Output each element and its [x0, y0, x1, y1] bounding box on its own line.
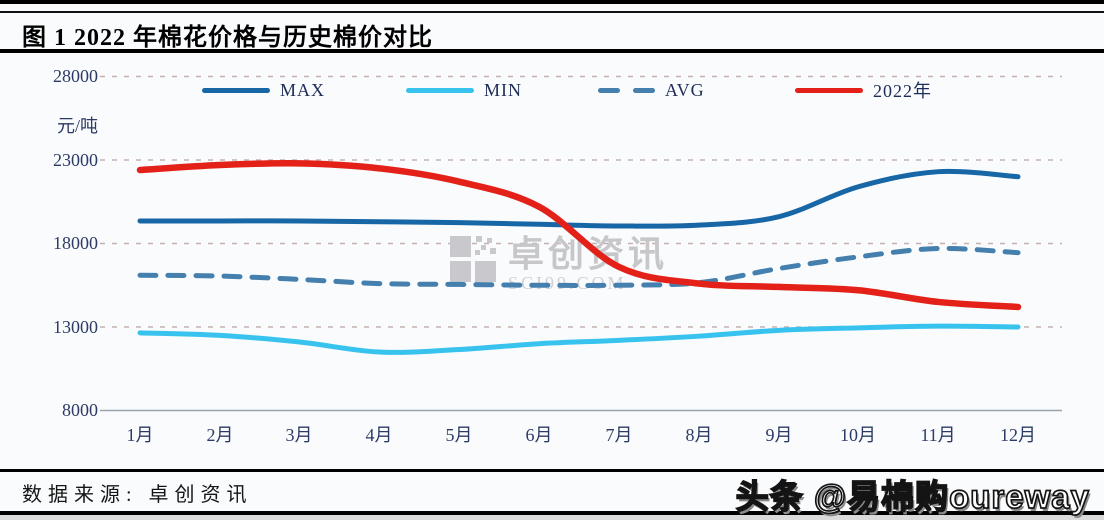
- footer-rule-top: [0, 469, 1104, 472]
- bottom-strip: [0, 515, 1104, 520]
- footer-rule-bottom: [0, 511, 1104, 515]
- header-rule: [0, 11, 1104, 13]
- toutiao-brand-watermark: 头条 @易棉购oureway: [735, 477, 1090, 516]
- logo-square: [450, 261, 471, 282]
- title-underline: [0, 49, 1104, 53]
- sci99-logo-icon: [450, 236, 496, 292]
- logo-pixel-pattern: [475, 236, 496, 257]
- logo-square: [475, 261, 496, 282]
- logo-square: [450, 236, 471, 257]
- data-source-label: 数据来源: 卓创资讯: [22, 484, 253, 506]
- top-border: [0, 0, 1104, 4]
- page-title: 图 1 2022 年棉花价格与历史棉价对比: [22, 25, 433, 51]
